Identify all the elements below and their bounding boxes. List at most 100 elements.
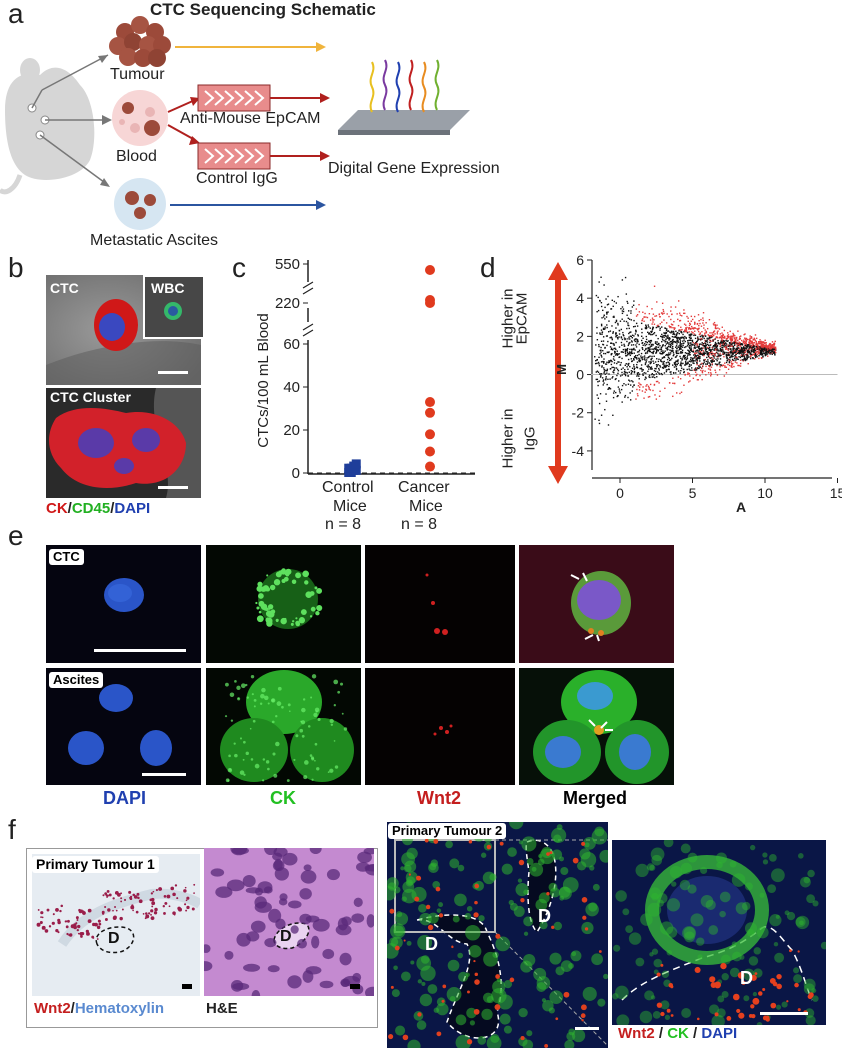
ma-point <box>669 346 672 348</box>
ma-point <box>661 339 664 341</box>
ma-point <box>700 338 703 340</box>
ma-point <box>720 338 723 340</box>
ma-point <box>690 343 692 346</box>
ck-blob <box>457 864 465 872</box>
ma-point <box>712 331 715 334</box>
ma-point <box>628 342 630 344</box>
y-tick-label: 550 <box>275 256 300 273</box>
ma-point <box>615 336 617 338</box>
wnt2-dot <box>136 892 140 896</box>
ma-point <box>649 346 651 349</box>
ma-point <box>747 351 749 354</box>
ma-point <box>624 352 627 355</box>
wnt2-dot <box>87 919 92 924</box>
ma-point <box>730 355 733 357</box>
ma-point <box>753 346 755 348</box>
wnt2-dot <box>132 909 134 912</box>
wnt2-dot <box>104 918 108 921</box>
ma-point <box>748 338 750 341</box>
pt1-scale-bar <box>182 984 192 989</box>
ma-point <box>684 356 687 359</box>
ma-point <box>673 336 675 338</box>
ma-point <box>717 327 719 329</box>
ctc-cluster-micrograph: CTC Cluster <box>46 388 201 498</box>
wnt2-dot <box>474 972 479 977</box>
wnt2-dot <box>403 939 406 942</box>
ma-point <box>663 312 665 315</box>
ma-point <box>737 350 740 352</box>
ck-speckle <box>258 610 262 614</box>
ma-point <box>753 353 755 356</box>
ma-point <box>704 370 706 372</box>
cluster-tag: CTC Cluster <box>50 389 131 405</box>
ma-point <box>774 354 776 356</box>
ma-point <box>635 357 638 359</box>
ma-point <box>759 353 761 356</box>
ck-blob <box>558 886 572 900</box>
ma-point <box>694 327 697 329</box>
ck-speckle <box>315 611 320 616</box>
wnt2-dot <box>427 924 434 931</box>
ma-point <box>624 364 626 367</box>
ma-point <box>743 356 746 358</box>
ma-point <box>653 362 655 364</box>
wnt2-dot <box>416 875 422 881</box>
ma-point <box>716 333 719 335</box>
ck-speckle <box>242 758 245 761</box>
ma-point <box>668 338 670 340</box>
ma-point <box>596 394 598 396</box>
ma-point <box>684 335 686 338</box>
ma-point <box>673 332 675 335</box>
ma-point <box>648 313 651 315</box>
ma-point <box>595 344 597 346</box>
ma-point <box>735 350 737 352</box>
ma-point <box>620 307 622 310</box>
ma-point <box>725 344 727 347</box>
ma-point <box>697 357 699 360</box>
ma-point <box>689 375 691 377</box>
ma-point <box>631 337 634 339</box>
ma-point <box>630 373 632 375</box>
ma-point <box>684 340 686 343</box>
ma-point <box>635 330 637 332</box>
ma-point <box>740 355 743 358</box>
ma-point <box>743 339 745 341</box>
ma-point <box>755 340 757 343</box>
ma-point <box>668 337 671 339</box>
ma-point <box>720 335 723 337</box>
ma-point <box>623 320 625 322</box>
ma-point <box>719 345 721 348</box>
ma-point <box>667 361 669 363</box>
ck-speckle <box>302 698 306 701</box>
ma-point <box>739 337 741 340</box>
ma-point <box>648 350 651 353</box>
ck-blob <box>811 988 817 994</box>
ma-x-tick-label: 15 <box>830 485 842 501</box>
ma-point <box>734 335 736 337</box>
ck-blob <box>669 865 683 879</box>
primary-tumour-2-image: Primary Tumour 2 D D <box>387 822 608 1048</box>
col-wnt2-label: Wnt2 <box>417 788 461 808</box>
ma-point <box>691 318 694 321</box>
ma-point <box>771 345 774 347</box>
ma-point <box>608 320 610 322</box>
ma-point <box>745 348 748 350</box>
ma-point <box>688 372 690 375</box>
ma-point <box>746 350 749 353</box>
ck-blob <box>503 1025 512 1034</box>
ck-blob <box>495 936 511 952</box>
ma-point <box>727 351 729 354</box>
ck-speckle <box>276 701 282 706</box>
ma-point <box>667 330 670 332</box>
ma-point <box>676 333 678 336</box>
ma-point <box>672 395 674 398</box>
ma-point <box>655 347 657 349</box>
ma-point <box>597 381 599 383</box>
ma-point <box>697 338 699 340</box>
ma-point <box>686 356 689 358</box>
ma-point <box>711 336 713 338</box>
ma-point <box>681 352 683 354</box>
ma-point <box>716 336 719 339</box>
ck-blob <box>656 899 664 907</box>
ma-point <box>655 326 658 329</box>
